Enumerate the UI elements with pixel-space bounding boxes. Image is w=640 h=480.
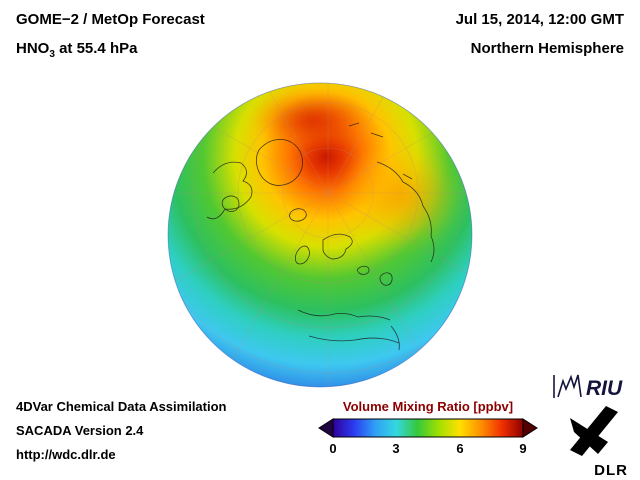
riu-logo-mark <box>553 374 582 398</box>
globe-rim <box>167 82 473 388</box>
datetime-label: Jul 15, 2014, 12:00 GMT <box>455 11 624 28</box>
colorbar-tick-0: 0 <box>329 441 337 456</box>
colorbar-title: Volume Mixing Ratio [ppbv] <box>342 399 514 414</box>
colorbar-over-range-arrow <box>522 418 538 438</box>
assimilation-label: 4DVar Chemical Data Assimilation <box>16 399 227 414</box>
colorbar-tick-6: 6 <box>456 441 464 456</box>
coastlines <box>206 122 435 351</box>
species-suffix: at 55.4 hPa <box>54 39 138 57</box>
header-left: GOME−2 / MetOp Forecast HNO3 at 55.4 hPa <box>16 11 205 60</box>
dlr-logo-mark <box>570 406 618 456</box>
species-level-title: HNO3 at 55.4 hPa <box>16 39 205 60</box>
colorbar: Volume Mixing Ratio [ppbv] 0 3 6 9 <box>318 399 538 457</box>
colorbar-tick-9: 9 <box>519 441 527 456</box>
colorbar-ticks: 0 3 6 9 <box>318 441 538 457</box>
riu-logo-text: RIU <box>586 377 623 400</box>
globe-svg <box>167 82 473 388</box>
hno3-elevated-lobe <box>341 142 461 250</box>
footer-credits: 4DVar Chemical Data Assimilation SACADA … <box>16 400 227 472</box>
product-title: GOME−2 / MetOp Forecast <box>16 11 205 28</box>
url-label: http://wdc.dlr.de <box>16 447 116 462</box>
colorbar-under-range-arrow <box>318 418 334 438</box>
colorbar-gradient-rect <box>332 418 524 438</box>
hno3-maximum-hotspot <box>251 90 375 150</box>
dlr-logo-text: DLR <box>594 462 628 479</box>
header-right: Jul 15, 2014, 12:00 GMT Northern Hemisph… <box>455 11 624 57</box>
species-prefix: HNO <box>16 39 50 57</box>
colorbar-bar <box>318 418 538 438</box>
riu-logo: RIU <box>548 371 630 401</box>
version-label: SACADA Version 2.4 <box>16 423 144 438</box>
globe-map <box>163 78 477 392</box>
dlr-logo: DLR <box>562 406 628 479</box>
colorbar-tick-3: 3 <box>392 441 400 456</box>
species-subscript: 3 <box>49 48 55 60</box>
hemisphere-label: Northern Hemisphere <box>470 39 624 57</box>
